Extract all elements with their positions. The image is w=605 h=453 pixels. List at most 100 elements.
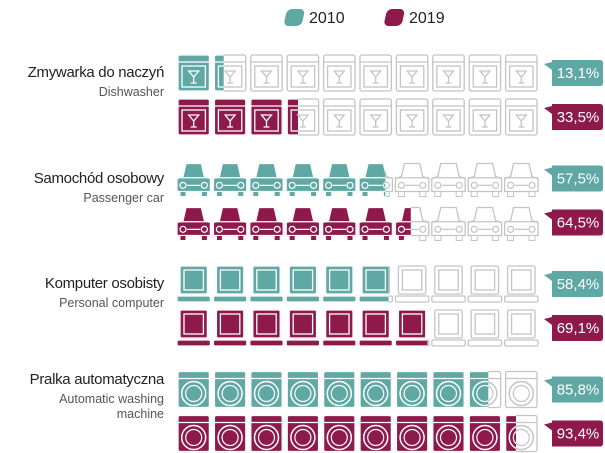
- icon-drum: [253, 380, 280, 407]
- icon-light: [470, 225, 478, 233]
- icon-wheel: [528, 235, 536, 241]
- icon-wheel: [310, 191, 318, 197]
- icon-light: [361, 181, 369, 189]
- category-subtitle: Dishwasher: [98, 85, 164, 99]
- icon-light: [273, 225, 281, 233]
- icon-glass: [514, 70, 528, 84]
- icon-row-background: [177, 54, 538, 92]
- icon-base: [212, 339, 248, 347]
- icon-wheel: [273, 191, 281, 197]
- icon-body: [506, 265, 536, 295]
- icon-light: [346, 181, 354, 189]
- icon-wheel: [346, 191, 354, 197]
- icon-body: [470, 309, 500, 339]
- category-label: Komputer osobisty Personal computer: [4, 275, 164, 312]
- value-callout: [544, 376, 603, 403]
- icon-body: [322, 54, 356, 92]
- icon-body: [361, 309, 391, 339]
- icon-base: [321, 295, 357, 303]
- icon-screen: [474, 313, 496, 335]
- icon-body: [177, 98, 211, 136]
- icon-wheel: [455, 191, 463, 197]
- icon-glass: [442, 70, 455, 84]
- icon-screen: [219, 269, 241, 291]
- icon-screen: [183, 269, 205, 291]
- icon-door: [254, 65, 279, 88]
- icon-door: [217, 109, 243, 132]
- icon-wheel: [419, 191, 427, 197]
- icon-body: [213, 370, 247, 409]
- icon-wheel: [434, 235, 442, 241]
- icon-light: [310, 181, 318, 189]
- legend-swatch: [284, 9, 305, 26]
- icon-base: [467, 295, 503, 303]
- icon-door: [290, 65, 316, 88]
- value-label: 58,4%: [557, 276, 600, 293]
- legend-swatch: [384, 9, 405, 26]
- icon-body: [504, 54, 538, 92]
- category-subtitle: Automatic washing machine: [59, 391, 164, 422]
- icon-wheel: [397, 235, 405, 241]
- icon-drum: [399, 424, 425, 451]
- icon-glass: [187, 70, 201, 84]
- icon-drum-inner: [476, 428, 494, 447]
- icon-body: [395, 370, 429, 409]
- icon-wheel: [200, 235, 208, 241]
- icon-light: [310, 225, 318, 233]
- icon-base: [431, 295, 466, 303]
- category-title: Zmywarka do naczyń: [27, 64, 165, 81]
- icon-drum-inner: [439, 384, 458, 403]
- icon-door: [399, 109, 425, 132]
- icon-wheel: [382, 191, 386, 197]
- icon-light: [288, 181, 296, 189]
- icon-body: [395, 54, 429, 92]
- icon-drum-inner: [221, 428, 239, 447]
- icon-body: [322, 370, 356, 409]
- icon-body: [395, 98, 429, 136]
- icon-glass: [223, 70, 237, 84]
- icon-base: [358, 295, 389, 303]
- category-label: Zmywarka do naczyń Dishwasher: [4, 64, 165, 101]
- icon-screen: [219, 313, 241, 335]
- legend-label: 2019: [409, 10, 445, 27]
- icon-drum-inner: [403, 428, 421, 447]
- icon-body: [468, 98, 502, 136]
- icon-light: [397, 181, 405, 189]
- value-label: 69,1%: [557, 320, 600, 337]
- icon-light: [288, 225, 296, 233]
- icon-door: [254, 109, 279, 132]
- pictogram-bar: [176, 309, 428, 347]
- icon-light: [492, 225, 500, 233]
- category-title: Pralka automatyczna: [29, 370, 165, 388]
- icon-light: [397, 225, 405, 233]
- icon-drum: [472, 424, 498, 451]
- icon-door: [290, 109, 298, 132]
- icon-body: [432, 414, 465, 453]
- icon-glass: [187, 114, 201, 128]
- icon-body: [286, 54, 320, 92]
- icon-light: [179, 225, 187, 233]
- pictogram-bar: [176, 265, 389, 303]
- icon-body: [432, 98, 465, 136]
- icon-light: [215, 225, 223, 233]
- category-subtitle: Passenger car: [83, 190, 164, 205]
- value-callout: [544, 209, 603, 236]
- icon-drum-inner: [403, 384, 421, 403]
- pictogram-bar: [177, 54, 224, 92]
- icon-body: [432, 370, 465, 409]
- value-callout: [544, 420, 603, 447]
- icon-body: [397, 265, 427, 295]
- icon-drum-inner: [512, 384, 530, 403]
- icon-light: [492, 181, 500, 189]
- category-title: Samochód osobowy: [33, 169, 165, 187]
- icon-glass: [405, 114, 419, 128]
- icon-drum: [362, 424, 389, 451]
- icon-light: [200, 181, 208, 189]
- icon-drum: [290, 380, 316, 407]
- icon-wheel: [470, 235, 478, 241]
- category-label: Pralka automatyczna Automatic washing mac…: [4, 370, 165, 423]
- icon-body: [215, 309, 245, 339]
- icon-light: [252, 225, 260, 233]
- icon-drum: [180, 424, 207, 451]
- icon-wheel: [252, 235, 260, 241]
